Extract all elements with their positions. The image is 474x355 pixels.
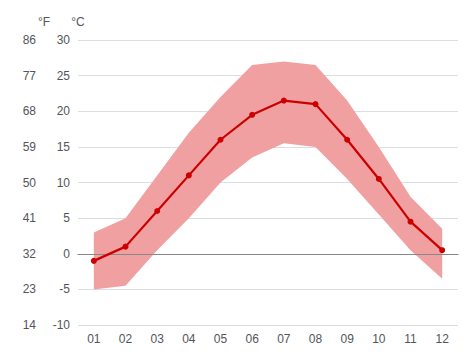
svg-text:20: 20 xyxy=(57,104,71,118)
svg-text:01: 01 xyxy=(87,332,101,346)
svg-text:06: 06 xyxy=(245,332,259,346)
svg-text:-10: -10 xyxy=(53,318,71,332)
svg-text:07: 07 xyxy=(277,332,291,346)
svg-text:30: 30 xyxy=(57,33,71,47)
svg-text:-5: -5 xyxy=(59,282,70,296)
svg-text:04: 04 xyxy=(182,332,196,346)
svg-text:12: 12 xyxy=(435,332,449,346)
svg-text:41: 41 xyxy=(23,211,37,225)
svg-text:32: 32 xyxy=(23,247,37,261)
svg-text:05: 05 xyxy=(214,332,228,346)
svg-text:0: 0 xyxy=(63,247,70,261)
svg-text:68: 68 xyxy=(23,104,37,118)
svg-text:59: 59 xyxy=(23,140,37,154)
svg-text:02: 02 xyxy=(119,332,133,346)
svg-text:10: 10 xyxy=(57,176,71,190)
svg-text:23: 23 xyxy=(23,282,37,296)
svg-text:15: 15 xyxy=(57,140,71,154)
svg-text:11: 11 xyxy=(404,332,417,346)
svg-text:86: 86 xyxy=(23,33,37,47)
svg-text:08: 08 xyxy=(309,332,323,346)
svg-text:10: 10 xyxy=(372,332,386,346)
svg-text:25: 25 xyxy=(57,69,71,83)
svg-text:09: 09 xyxy=(340,332,354,346)
svg-text:14: 14 xyxy=(23,318,37,332)
svg-text:50: 50 xyxy=(23,176,37,190)
svg-text:°F: °F xyxy=(38,15,50,29)
svg-text:03: 03 xyxy=(150,332,164,346)
svg-text:77: 77 xyxy=(23,69,37,83)
svg-text:5: 5 xyxy=(63,211,70,225)
svg-text:°C: °C xyxy=(71,15,85,29)
